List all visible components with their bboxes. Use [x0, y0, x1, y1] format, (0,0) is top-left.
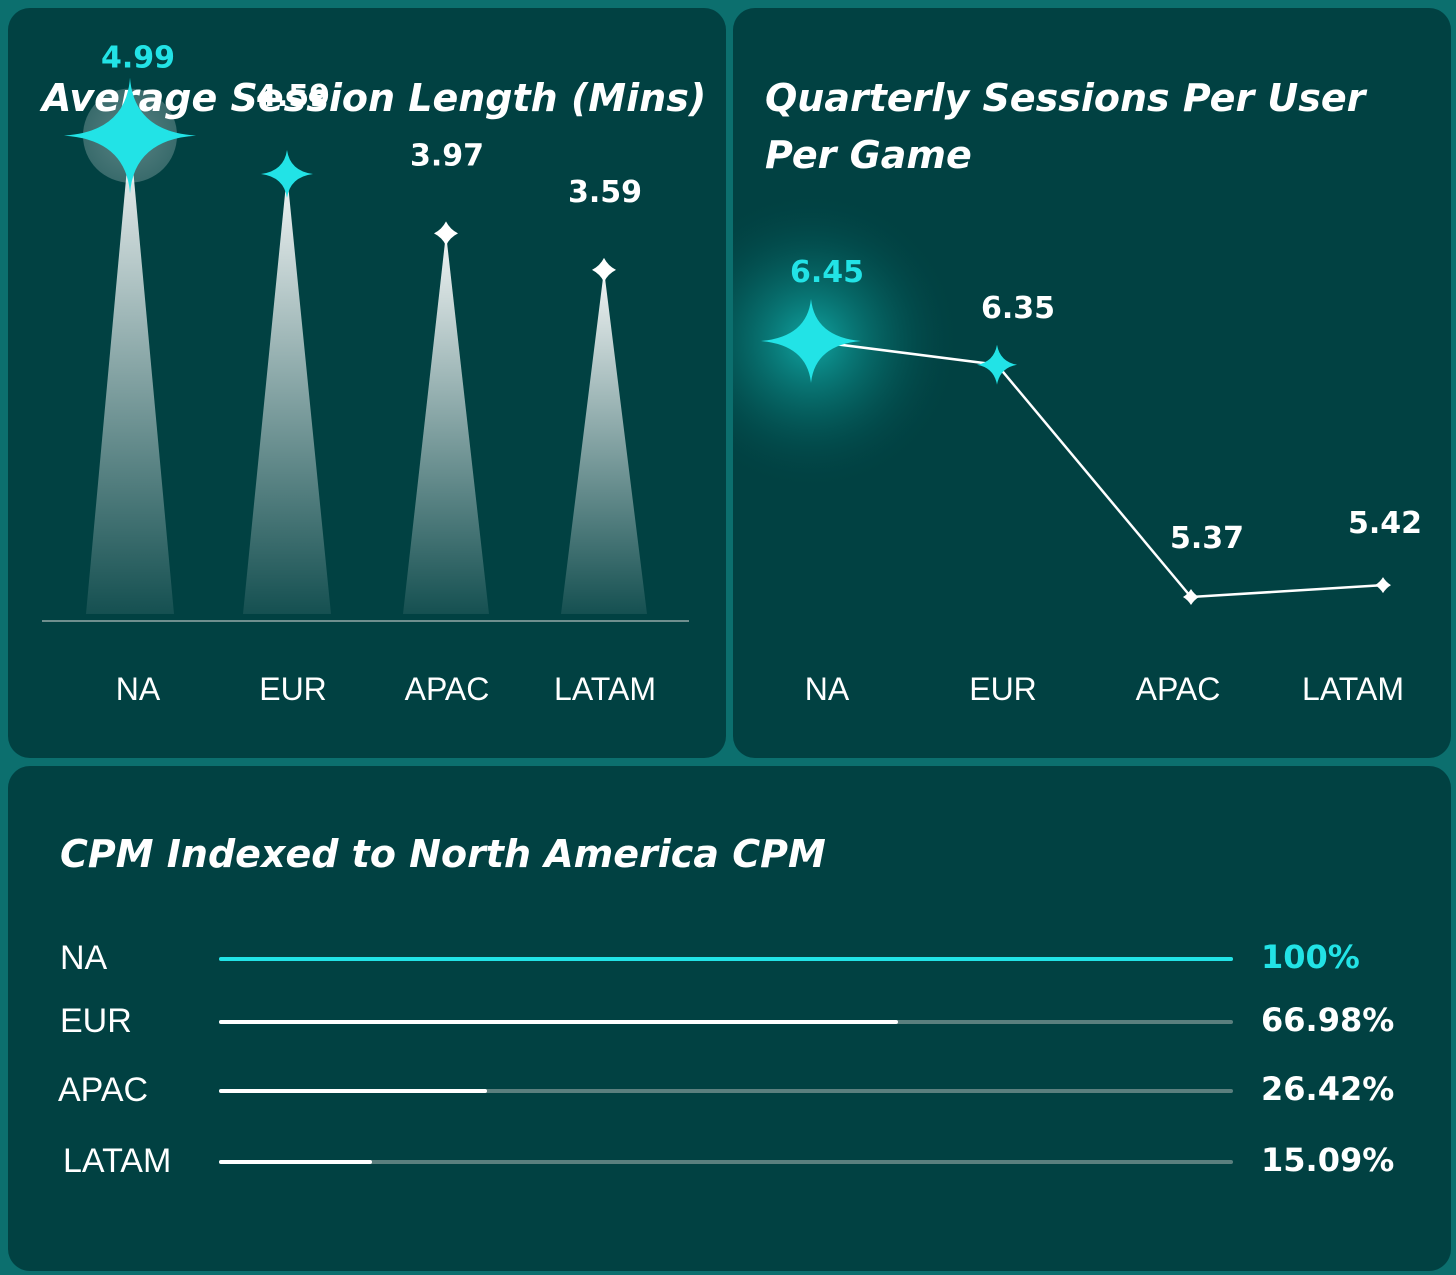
- x-tick-apac: APAC: [405, 671, 490, 707]
- cpm-bar-apac: [219, 1089, 487, 1093]
- cpm-bar-latam: [219, 1160, 372, 1164]
- value-label-apac: 5.37: [1170, 521, 1244, 556]
- cpm-track-apac: [219, 1089, 1233, 1093]
- bar-eur: [243, 173, 331, 615]
- cpm-index-title: CPM Indexed to North America CPM: [60, 832, 826, 876]
- bar-latam: [561, 269, 647, 614]
- star-icon-na: [64, 77, 196, 194]
- value-label-latam: 5.42: [1348, 506, 1422, 541]
- cpm-value-eur: 66.98%: [1261, 1001, 1395, 1039]
- value-label-eur: 4.59: [256, 79, 330, 114]
- sessions-per-user-chart: 6.45 NA 6.35 EUR 5.37 APAC 5.42 LATAM: [733, 191, 1422, 707]
- bar-na: [86, 135, 174, 614]
- cpm-row-label-latam: LATAM: [63, 1142, 172, 1180]
- value-label-latam: 3.59: [568, 175, 642, 210]
- point-marker-latam: [1375, 577, 1391, 594]
- value-label-na: 6.45: [790, 255, 864, 290]
- cpm-bar-eur: [219, 1020, 899, 1024]
- star-icon-eur: [977, 344, 1017, 385]
- cpm-value-latam: 15.09%: [1261, 1141, 1395, 1179]
- x-tick-na: NA: [805, 671, 850, 707]
- value-label-na: 4.99: [101, 41, 175, 76]
- sessions-per-user-title: Quarterly Sessions Per User Per Game: [765, 76, 1366, 177]
- x-tick-apac: APAC: [1136, 671, 1221, 707]
- star-icon-na: [761, 299, 861, 383]
- session-length-panel: Average Session Length (Mins) 4.99 NA 4.59…: [8, 8, 726, 758]
- cpm-track-latam: [219, 1160, 1233, 1164]
- cpm-track-na: [219, 957, 1233, 961]
- series-line: [810, 339, 1384, 599]
- cpm-row-label-na: NA: [60, 939, 108, 977]
- value-label-apac: 3.97: [410, 138, 484, 173]
- bar-apac: [403, 233, 489, 614]
- cpm-bar-na: [219, 957, 1233, 961]
- cpm-row-label-apac: APAC: [58, 1071, 149, 1109]
- value-label-eur: 6.35: [981, 291, 1055, 326]
- diamond-icon-apac: [434, 221, 458, 246]
- x-tick-na: NA: [116, 671, 161, 707]
- sessions-per-user-panel: Quarterly Sessions Per User Per Game 6.4…: [733, 8, 1451, 758]
- point-marker-apac: [1183, 589, 1199, 605]
- x-tick-latam: LATAM: [1302, 671, 1404, 707]
- x-tick-eur: EUR: [969, 671, 1037, 707]
- diamond-icon-latam: [592, 257, 616, 282]
- cpm-track-eur: [219, 1020, 1233, 1024]
- cpm-index-panel: CPM Indexed to North America CPM NA 100% E…: [8, 766, 1451, 1271]
- x-tick-latam: LATAM: [554, 671, 656, 707]
- cpm-value-apac: 26.42%: [1261, 1070, 1395, 1108]
- cpm-row-label-eur: EUR: [60, 1002, 132, 1040]
- cpm-value-na: 100%: [1261, 938, 1360, 976]
- session-length-chart: 4.99 NA 4.59 EUR 3.97 APAC 3.59 LATAM: [42, 41, 689, 707]
- star-icon-eur: [261, 149, 313, 198]
- x-tick-eur: EUR: [259, 671, 327, 707]
